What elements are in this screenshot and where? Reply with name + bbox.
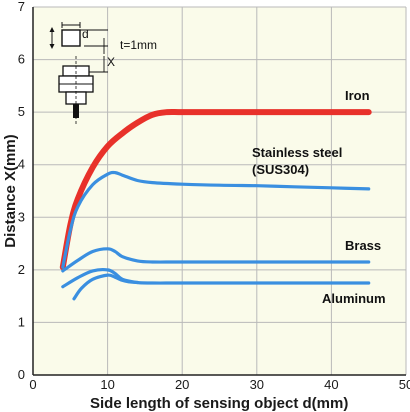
- y-tick-label-0: 0: [18, 367, 25, 382]
- x-tick-label-0: 0: [29, 377, 36, 392]
- series-line-iron: [59, 108, 372, 271]
- x-tick-label-1: 10: [100, 377, 114, 392]
- series-line-unlabeled-curve: [72, 273, 139, 301]
- y-tick-label-7: 7: [18, 0, 25, 14]
- series-label-stainless-line1: Stainless steel: [252, 145, 342, 160]
- series-label-stainless-line2: (SUS304): [252, 162, 309, 177]
- axes: [32, 7, 406, 376]
- x-tick-label-2: 20: [175, 377, 189, 392]
- x-tick-label-5: 50: [399, 377, 410, 392]
- y-tick-label-6: 6: [18, 52, 25, 67]
- plot-area: [33, 7, 406, 375]
- series-line-stainless-steel-sus304: [61, 170, 371, 269]
- y-tick-label-2: 2: [18, 262, 25, 277]
- series-line-brass: [61, 247, 371, 273]
- x-label: X: [107, 55, 115, 69]
- y-tick-label-3: 3: [18, 209, 25, 224]
- sensing-object: [61, 29, 81, 47]
- tick-labels: 0 10 20 30 40 50 0 1 2 3 4 5 6 7: [18, 0, 410, 392]
- series-label-brass: Brass: [345, 238, 381, 253]
- travel-arrow-head-up: [49, 27, 55, 32]
- series-label-aluminum: Aluminum: [322, 291, 386, 306]
- y-tick-label-5: 5: [18, 104, 25, 119]
- series-lines: [59, 108, 372, 301]
- series-labels: Iron Stainless steel (SUS304) Brass Alum…: [252, 88, 386, 306]
- x-tick-label-3: 30: [250, 377, 264, 392]
- x-axis-title: Side length of sensing object d(mm): [90, 395, 348, 412]
- d-label: d: [82, 27, 89, 41]
- y-tick-label-1: 1: [18, 314, 25, 329]
- y-tick-label-4: 4: [18, 157, 25, 172]
- y-axis-title: Distance X(mm): [2, 134, 19, 247]
- x-tick-label-4: 40: [324, 377, 338, 392]
- sensor-diagram: d t=1mm X: [49, 22, 157, 124]
- thickness-label: t=1mm: [120, 38, 157, 52]
- series-label-iron: Iron: [345, 88, 370, 103]
- travel-arrow-head-down: [49, 44, 55, 49]
